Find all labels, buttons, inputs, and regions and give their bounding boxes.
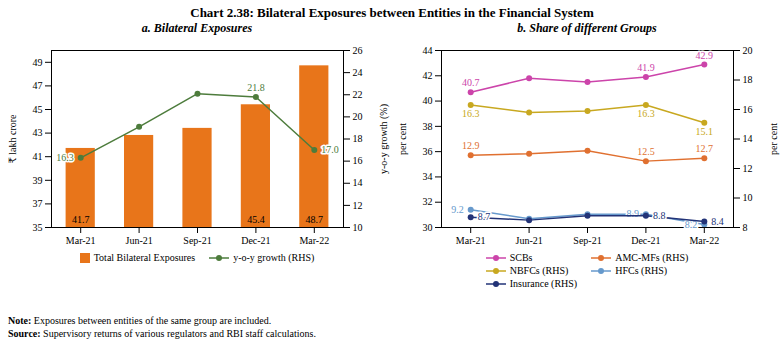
svg-text:12.7: 12.7 — [696, 143, 714, 154]
svg-text:47: 47 — [33, 80, 43, 91]
svg-text:40.7: 40.7 — [462, 77, 480, 88]
svg-text:8.9: 8.9 — [626, 208, 639, 219]
svg-text:10: 10 — [743, 192, 753, 203]
svg-text:44: 44 — [423, 45, 433, 56]
html-text:NBFCs (RHS): NBFCs (RHS) — [509, 265, 569, 276]
svg-text:12.5: 12.5 — [637, 146, 655, 157]
html-text:Note: Exposures between entiti: Note: Exposures between entities of the … — [8, 315, 272, 326]
svg-text:Mar-21: Mar-21 — [456, 235, 486, 246]
svg-text:22: 22 — [353, 89, 363, 100]
svg-text:Jun-21: Jun-21 — [515, 235, 542, 246]
svg-text:38: 38 — [423, 121, 433, 132]
svg-text:37: 37 — [33, 198, 43, 209]
html-text:a. Bilateral Exposures: a. Bilateral Exposures — [141, 21, 253, 35]
svg-text:Mar-22: Mar-22 — [689, 235, 719, 246]
html-text:Total Bilateral Exposures: Total Bilateral Exposures — [93, 252, 196, 263]
svg-text:43: 43 — [33, 127, 43, 138]
svg-text:48.7: 48.7 — [306, 214, 324, 225]
html-text:b. Share of different Groups: b. Share of different Groups — [517, 21, 657, 35]
svg-text:10: 10 — [353, 222, 363, 233]
svg-text:8.8: 8.8 — [653, 210, 666, 221]
html-text:AMC-MFs (RHS): AMC-MFs (RHS) — [615, 252, 689, 263]
svg-text:30: 30 — [423, 222, 433, 233]
svg-text:Mar-22: Mar-22 — [299, 235, 329, 246]
svg-text:8.4: 8.4 — [711, 216, 724, 227]
svg-text:32: 32 — [423, 196, 433, 207]
svg-text:8.7: 8.7 — [478, 211, 491, 222]
svg-text:14: 14 — [743, 133, 753, 144]
svg-text:26: 26 — [353, 45, 363, 56]
svg-text:Mar-21: Mar-21 — [66, 235, 96, 246]
svg-text:41.9: 41.9 — [637, 62, 655, 73]
svg-text:₹ lakh crore: ₹ lakh crore — [7, 114, 18, 164]
svg-text:8: 8 — [743, 222, 748, 233]
svg-text:14: 14 — [353, 177, 363, 188]
html-text:SCBs: SCBs — [509, 252, 533, 263]
svg-text:16.3: 16.3 — [637, 108, 655, 119]
svg-text:18: 18 — [743, 74, 753, 85]
html-text:Insurance (RHS): Insurance (RHS) — [509, 278, 578, 289]
html-text:Chart 2.38: Bilateral Exposure: Chart 2.38: Bilateral Exposures between … — [190, 5, 594, 20]
svg-text:Sep-21: Sep-21 — [573, 235, 601, 246]
svg-text:40: 40 — [423, 95, 433, 106]
svg-text:12: 12 — [743, 163, 753, 174]
svg-text:42.9: 42.9 — [696, 50, 714, 61]
svg-text:42: 42 — [423, 70, 433, 81]
svg-text:Jun-21: Jun-21 — [125, 235, 152, 246]
svg-text:15.1: 15.1 — [696, 126, 714, 137]
svg-text:41: 41 — [33, 151, 43, 162]
svg-text:16: 16 — [743, 104, 753, 115]
svg-text:21.8: 21.8 — [247, 82, 265, 93]
svg-text:45.4: 45.4 — [247, 214, 265, 225]
svg-text:12.9: 12.9 — [462, 140, 480, 151]
svg-text:16.3: 16.3 — [56, 152, 74, 163]
svg-text:12: 12 — [353, 200, 363, 211]
svg-text:9.2: 9.2 — [451, 204, 464, 215]
html-text:y-o-y growth (RHS): y-o-y growth (RHS) — [233, 252, 315, 263]
svg-text:8.2: 8.2 — [685, 219, 698, 230]
svg-text:16.3: 16.3 — [462, 108, 480, 119]
svg-text:36: 36 — [423, 146, 433, 157]
svg-text:20: 20 — [743, 45, 753, 56]
svg-text:17.0: 17.0 — [321, 144, 339, 155]
html-text:HFCs (RHS): HFCs (RHS) — [615, 265, 668, 276]
svg-text:per cent: per cent — [397, 123, 408, 155]
svg-text:34: 34 — [423, 171, 433, 182]
svg-text:45: 45 — [33, 104, 43, 115]
svg-text:Sep-21: Sep-21 — [183, 235, 211, 246]
svg-text:y-o-y growth (%): y-o-y growth (%) — [378, 104, 390, 174]
svg-text:18: 18 — [353, 133, 363, 144]
svg-text:20: 20 — [353, 111, 363, 122]
svg-text:35: 35 — [33, 222, 43, 233]
svg-text:per cent: per cent — [768, 123, 779, 155]
svg-text:39: 39 — [33, 175, 43, 186]
svg-text:16: 16 — [353, 155, 363, 166]
svg-text:24: 24 — [353, 67, 363, 78]
svg-text:41.7: 41.7 — [72, 214, 90, 225]
svg-text:Dec-21: Dec-21 — [241, 235, 270, 246]
html-text:Source: Supervisory returns of: Source: Supervisory returns of various r… — [8, 328, 316, 339]
svg-text:Dec-21: Dec-21 — [631, 235, 660, 246]
svg-text:49: 49 — [33, 57, 43, 68]
